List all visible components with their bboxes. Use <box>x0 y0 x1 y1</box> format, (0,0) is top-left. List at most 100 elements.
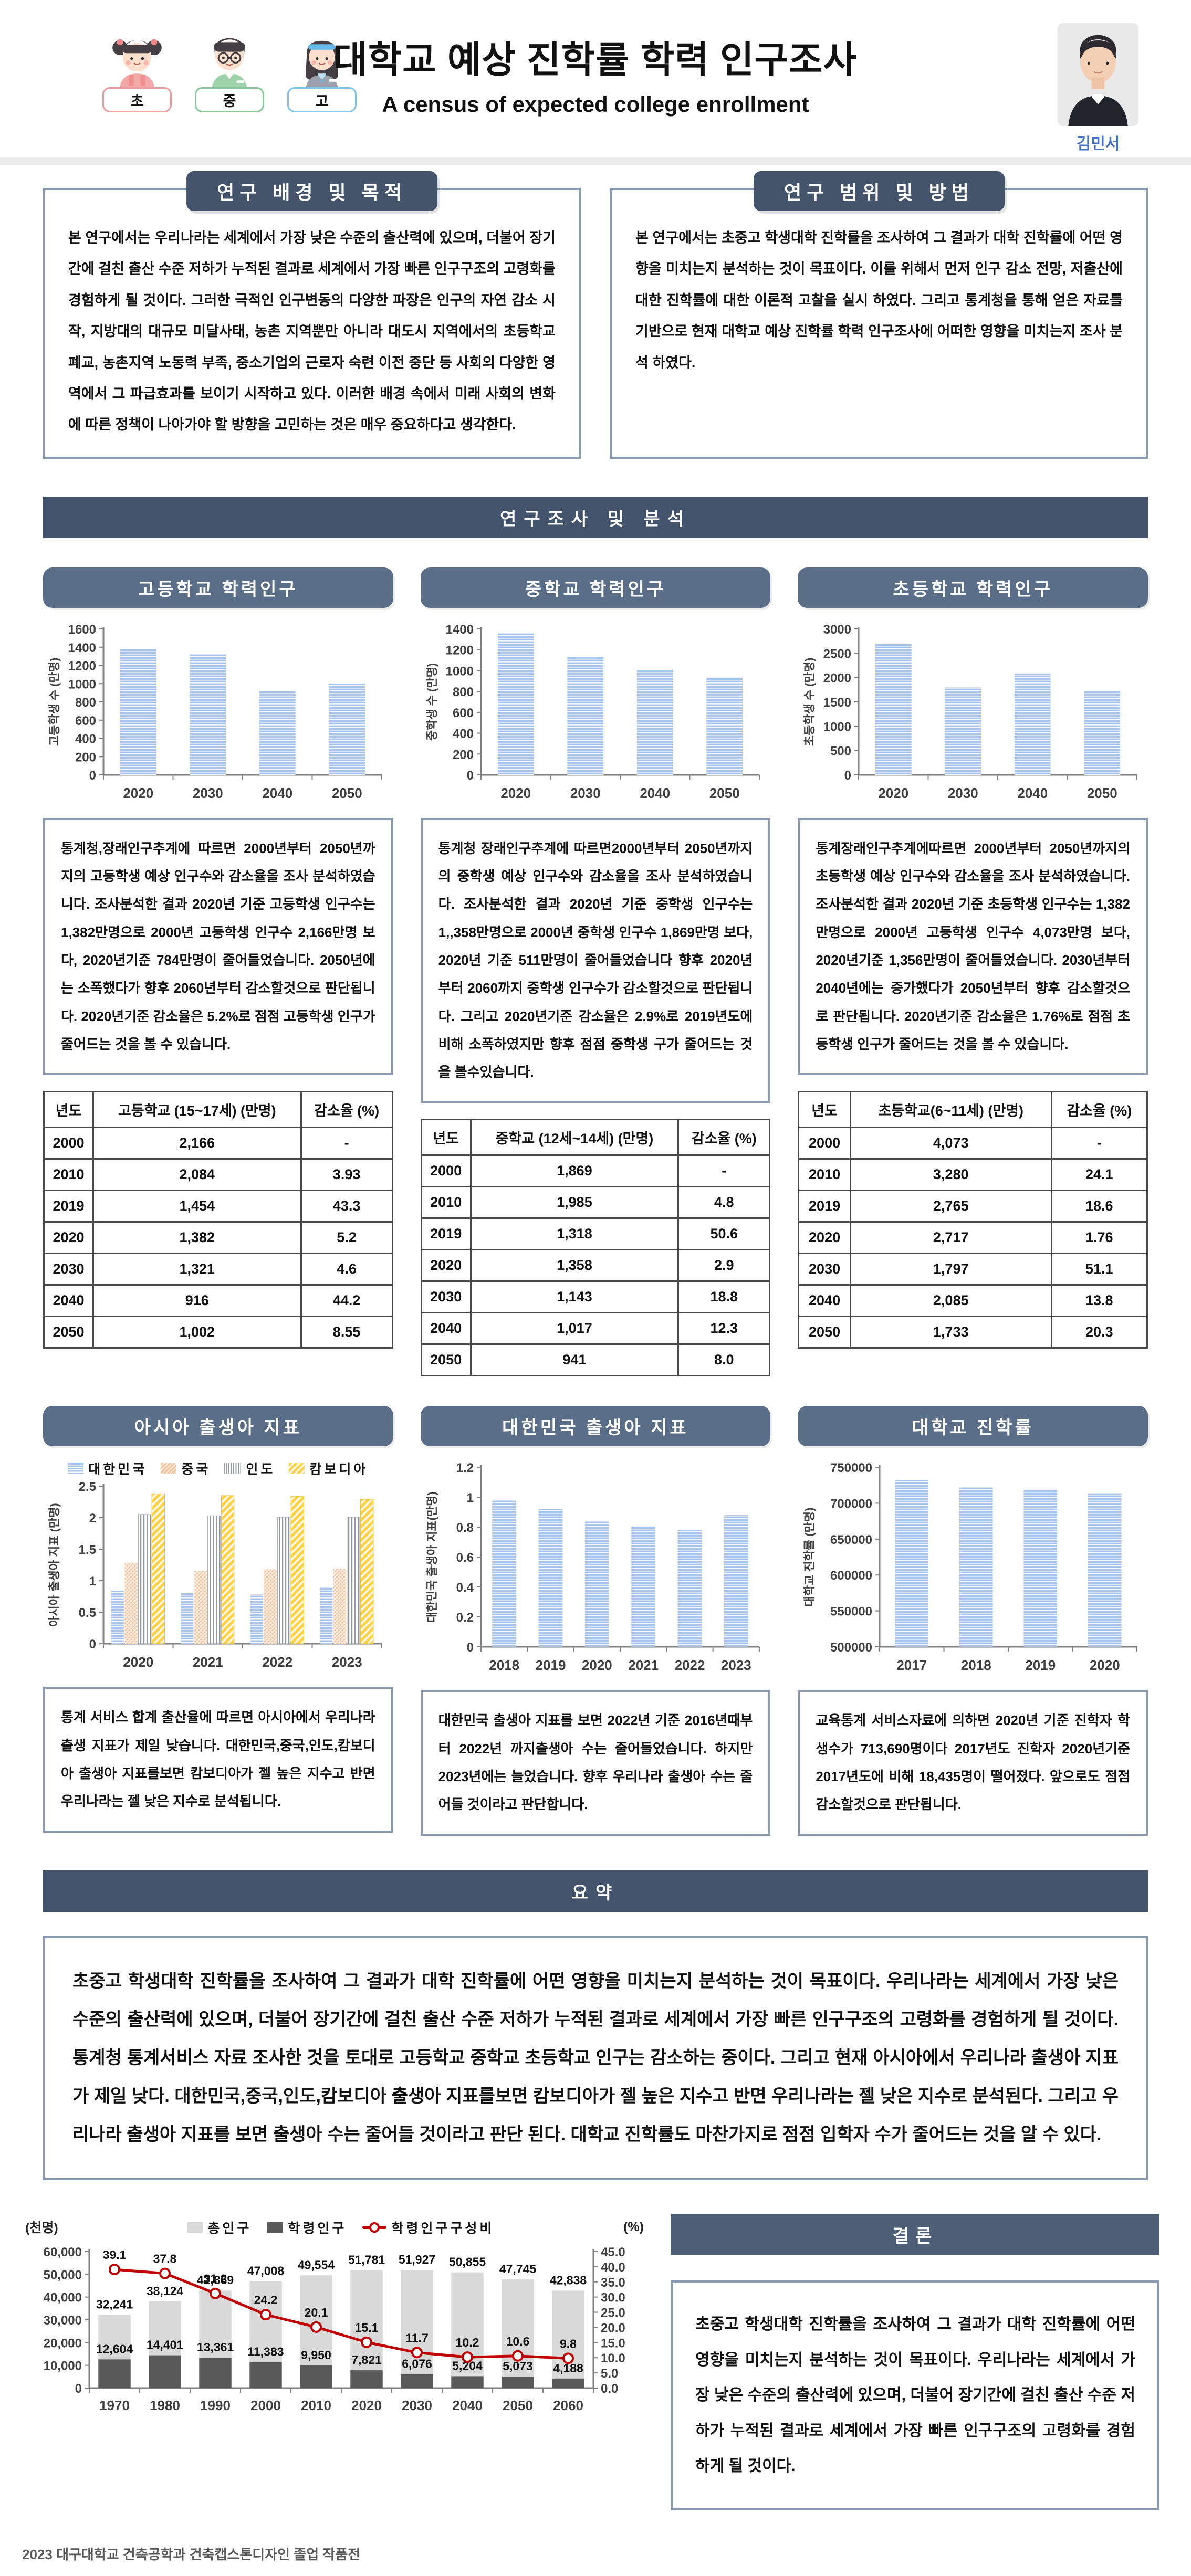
svg-text:10.0: 10.0 <box>601 2351 625 2365</box>
legend-item: 총인구 <box>187 2218 252 2237</box>
table-cell: 2020 <box>43 1221 95 1255</box>
svg-text:1400: 1400 <box>68 640 96 655</box>
university-note: 교육통계 서비스자료에 의하면 2020년 기준 진학자 학생수가 713,69… <box>816 1712 1130 1813</box>
svg-text:1200: 1200 <box>446 643 474 657</box>
table-cell: 2,765 <box>849 1190 1052 1223</box>
intro-section: 연구 배경 및 목적 본 연구에서는 우리나라는 세계에서 가장 낮은 수준의 … <box>0 171 1191 459</box>
legend-label: 인도 <box>246 1462 276 1477</box>
svg-text:49,554: 49,554 <box>298 2258 335 2272</box>
table-cell: 1,869 <box>469 1154 680 1188</box>
table-cell: 8.0 <box>677 1343 771 1377</box>
high-student-icon: 고 <box>287 37 357 112</box>
svg-text:47,745: 47,745 <box>499 2262 537 2276</box>
conclusion-block: 결론 초중고 학생대학 진학률을 조사하여 그 결과가 대학 진학률에 어떤 영… <box>671 2214 1159 2510</box>
svg-text:2050: 2050 <box>332 785 362 801</box>
table-header-cell: 고등학교 (15~17세) (만명) <box>92 1091 302 1129</box>
table-cell: 4.8 <box>677 1186 771 1219</box>
table-header-cell: 초등학교(6~11세) (만명) <box>849 1091 1052 1129</box>
svg-text:2020: 2020 <box>500 785 531 801</box>
table-cell: 4,073 <box>849 1127 1052 1160</box>
table-cell: 2000 <box>43 1127 95 1160</box>
svg-text:1000: 1000 <box>68 677 96 691</box>
svg-text:0: 0 <box>467 769 474 783</box>
method-badge: 연구 범위 및 방법 <box>754 171 1005 211</box>
highschool-note-box: 통계청,장래인구추계에 따르면 2000년부터 2050년까지의 고등학생 예상… <box>43 817 393 1076</box>
table-row: 2020 2,717 1.76 <box>798 1221 1148 1255</box>
svg-text:600000: 600000 <box>830 1569 872 1583</box>
svg-text:650000: 650000 <box>830 1533 872 1547</box>
university-column: 대학교 진학률 500000 550000 600000 650000 700000 75… <box>798 1406 1148 1836</box>
method-box: 연구 범위 및 방법 본 연구에서는 초중고 학생대학 진학률을 조사하여 그 … <box>610 171 1148 459</box>
table-cell: 1,318 <box>469 1217 680 1251</box>
svg-text:38,124: 38,124 <box>147 2284 184 2298</box>
table-header-cell: 감소율 (%) <box>300 1091 393 1129</box>
svg-text:2040: 2040 <box>452 2398 483 2413</box>
svg-text:2040: 2040 <box>1017 785 1048 801</box>
svg-text:2020: 2020 <box>878 785 908 801</box>
svg-text:400: 400 <box>453 727 474 741</box>
table-cell: 1,733 <box>849 1316 1052 1349</box>
legend-item: 중국 <box>161 1459 211 1478</box>
section-divider <box>0 157 1191 165</box>
svg-text:대학교 진학률 (만명): 대학교 진학률 (만명) <box>803 1508 816 1607</box>
highschool-header: 고등학교 학력인구 <box>43 567 393 608</box>
elementary-note-box: 통계장래인구추계에따르면 2000년부터 2050년까지의 초등학생 예상 인구… <box>798 817 1148 1076</box>
table-header-cell: 중학교 (12세~14세) (만명) <box>469 1119 680 1156</box>
school-age-trend-block: (천명) 총인구 학령인구 학령인구구성비 (%) 0 10,000 20,000 30,… <box>22 2214 647 2416</box>
highschool-table: 년도 고등학교 (15~17세) (만명) 감소율 (%) 2000 2,166-201… <box>43 1091 393 1349</box>
elementary-table: 년도 초등학교(6~11세) (만명) 감소율 (%) 2000 4,073-2010 3… <box>798 1091 1148 1349</box>
table-row: 2030 1,143 18.8 <box>420 1280 771 1314</box>
table-cell: 2010 <box>43 1158 95 1192</box>
svg-text:0.4: 0.4 <box>456 1581 474 1595</box>
svg-text:200: 200 <box>75 750 96 764</box>
svg-text:600: 600 <box>75 713 96 728</box>
svg-text:10.6: 10.6 <box>506 2335 530 2348</box>
svg-text:20.0: 20.0 <box>601 2321 625 2336</box>
svg-text:2020: 2020 <box>582 1657 612 1673</box>
table-cell: 18.8 <box>677 1280 771 1314</box>
svg-text:0: 0 <box>844 769 851 783</box>
middleschool-note-box: 통계청 장래인구추계에 따르면2000년부터 2050년까지의 중학생 예상 인… <box>420 817 771 1103</box>
middleschool-chart: 0 200 400 600 800 1000 1200 1400 2020 2030 2040 205… <box>425 623 760 801</box>
table-header-row: 년도 초등학교(6~11세) (만명) 감소율 (%) <box>798 1091 1148 1129</box>
combo-legend: 총인구 학령인구 학령인구구성비 <box>58 2218 623 2237</box>
table-cell: 1.76 <box>1050 1221 1148 1255</box>
svg-text:2020: 2020 <box>123 785 154 801</box>
svg-text:0.2: 0.2 <box>456 1611 474 1625</box>
author-block: 김민서 <box>1053 23 1143 154</box>
svg-text:3000: 3000 <box>823 623 851 637</box>
table-cell: 2050 <box>43 1316 95 1349</box>
table-row: 2010 1,985 4.8 <box>420 1186 771 1219</box>
right-axis-unit: (%) <box>623 2219 644 2234</box>
table-cell: 3.93 <box>300 1158 393 1192</box>
svg-text:700000: 700000 <box>830 1497 872 1511</box>
table-row: 2020 1,358 2.9 <box>420 1249 771 1282</box>
table-cell: 2.9 <box>677 1249 771 1282</box>
svg-text:15.1: 15.1 <box>355 2321 379 2335</box>
svg-text:2040: 2040 <box>640 785 670 801</box>
svg-text:0: 0 <box>89 1637 96 1652</box>
svg-text:1980: 1980 <box>150 2398 180 2413</box>
svg-text:2500: 2500 <box>823 647 851 661</box>
svg-text:400: 400 <box>75 732 96 746</box>
korea-note-box: 대한민국 출생아 지표를 보면 2022년 기준 2016년때부터 2022년 … <box>420 1690 771 1836</box>
table-cell: 2019 <box>420 1217 472 1251</box>
svg-text:51,927: 51,927 <box>399 2253 435 2266</box>
legend-item: 인도 <box>224 1459 275 1478</box>
legend-swatch <box>224 1463 242 1475</box>
table-cell: 2030 <box>420 1280 472 1314</box>
background-text: 본 연구에서는 우리나라는 세계에서 가장 낮은 수준의 출산력에 있으며, 더… <box>68 230 556 433</box>
table-cell: 2020 <box>420 1249 472 1282</box>
svg-text:2050: 2050 <box>503 2398 533 2413</box>
svg-text:2030: 2030 <box>402 2398 432 2413</box>
svg-text:40,000: 40,000 <box>44 2291 82 2305</box>
table-cell: 8.55 <box>300 1316 393 1349</box>
legend-label: 학령인구 <box>288 2221 347 2236</box>
highschool-column: 고등학교 학력인구 0 200 400 600 800 1000 1200 1400 1600 2… <box>43 567 393 1349</box>
svg-text:2000: 2000 <box>823 671 851 685</box>
asia-legend: 대한민국 중국 인도 캄보디아 <box>43 1459 393 1478</box>
svg-text:10,000: 10,000 <box>44 2359 82 2373</box>
middleschool-header: 중학교 학력인구 <box>420 567 771 608</box>
svg-text:11.7: 11.7 <box>405 2331 429 2344</box>
svg-text:800: 800 <box>75 696 96 710</box>
